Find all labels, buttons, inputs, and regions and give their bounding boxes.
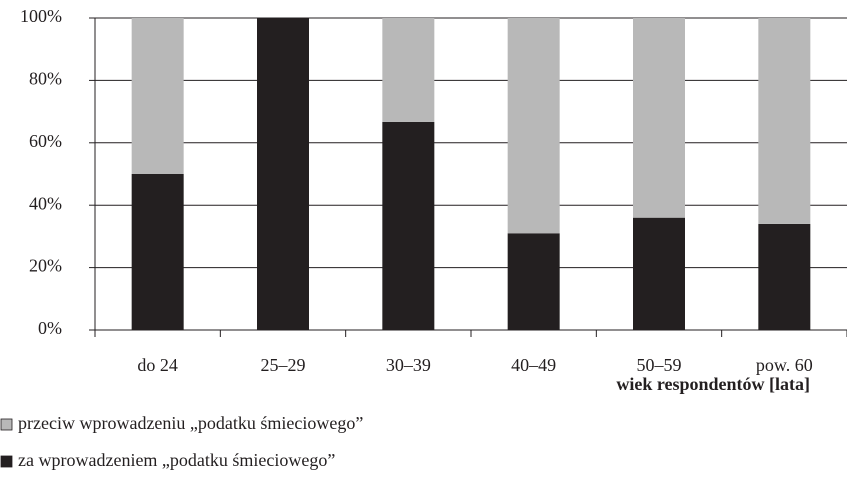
x-tick-label: 30–39 [386, 355, 431, 375]
x-tick-label: do 24 [137, 355, 178, 375]
x-tick-label: 40–49 [511, 355, 556, 375]
bar-segment [633, 217, 685, 330]
x-axis-label: wiek respondentów [lata] [616, 374, 810, 394]
x-tick-label: 25–29 [261, 355, 306, 375]
x-tick-label: pow. 60 [756, 355, 813, 375]
bar-segment [257, 18, 309, 330]
bar-segment [758, 223, 811, 330]
bar-segment [633, 18, 685, 218]
legend-label: przeciw wprowadzeniu „podatku śmiecioweg… [18, 413, 363, 433]
y-tick-label: 0% [38, 318, 62, 338]
bar-segment [131, 18, 184, 174]
y-tick-label: 40% [29, 193, 62, 213]
y-tick-label: 20% [29, 256, 62, 276]
bar-segment [382, 121, 435, 330]
bar-segment [758, 18, 811, 224]
y-tick-label: 60% [29, 131, 62, 151]
legend-swatch [0, 455, 13, 468]
x-tick-label: 50–59 [637, 355, 682, 375]
bar-segment [131, 174, 184, 330]
legend-swatch [0, 418, 13, 431]
y-tick-label: 80% [29, 69, 62, 89]
bar-segment [507, 233, 560, 330]
bar-segment [382, 18, 435, 122]
legend-label: za wprowadzeniem „podatku śmieciowego” [18, 450, 335, 470]
bar-segment [507, 18, 560, 234]
y-tick-label: 100% [20, 6, 62, 26]
